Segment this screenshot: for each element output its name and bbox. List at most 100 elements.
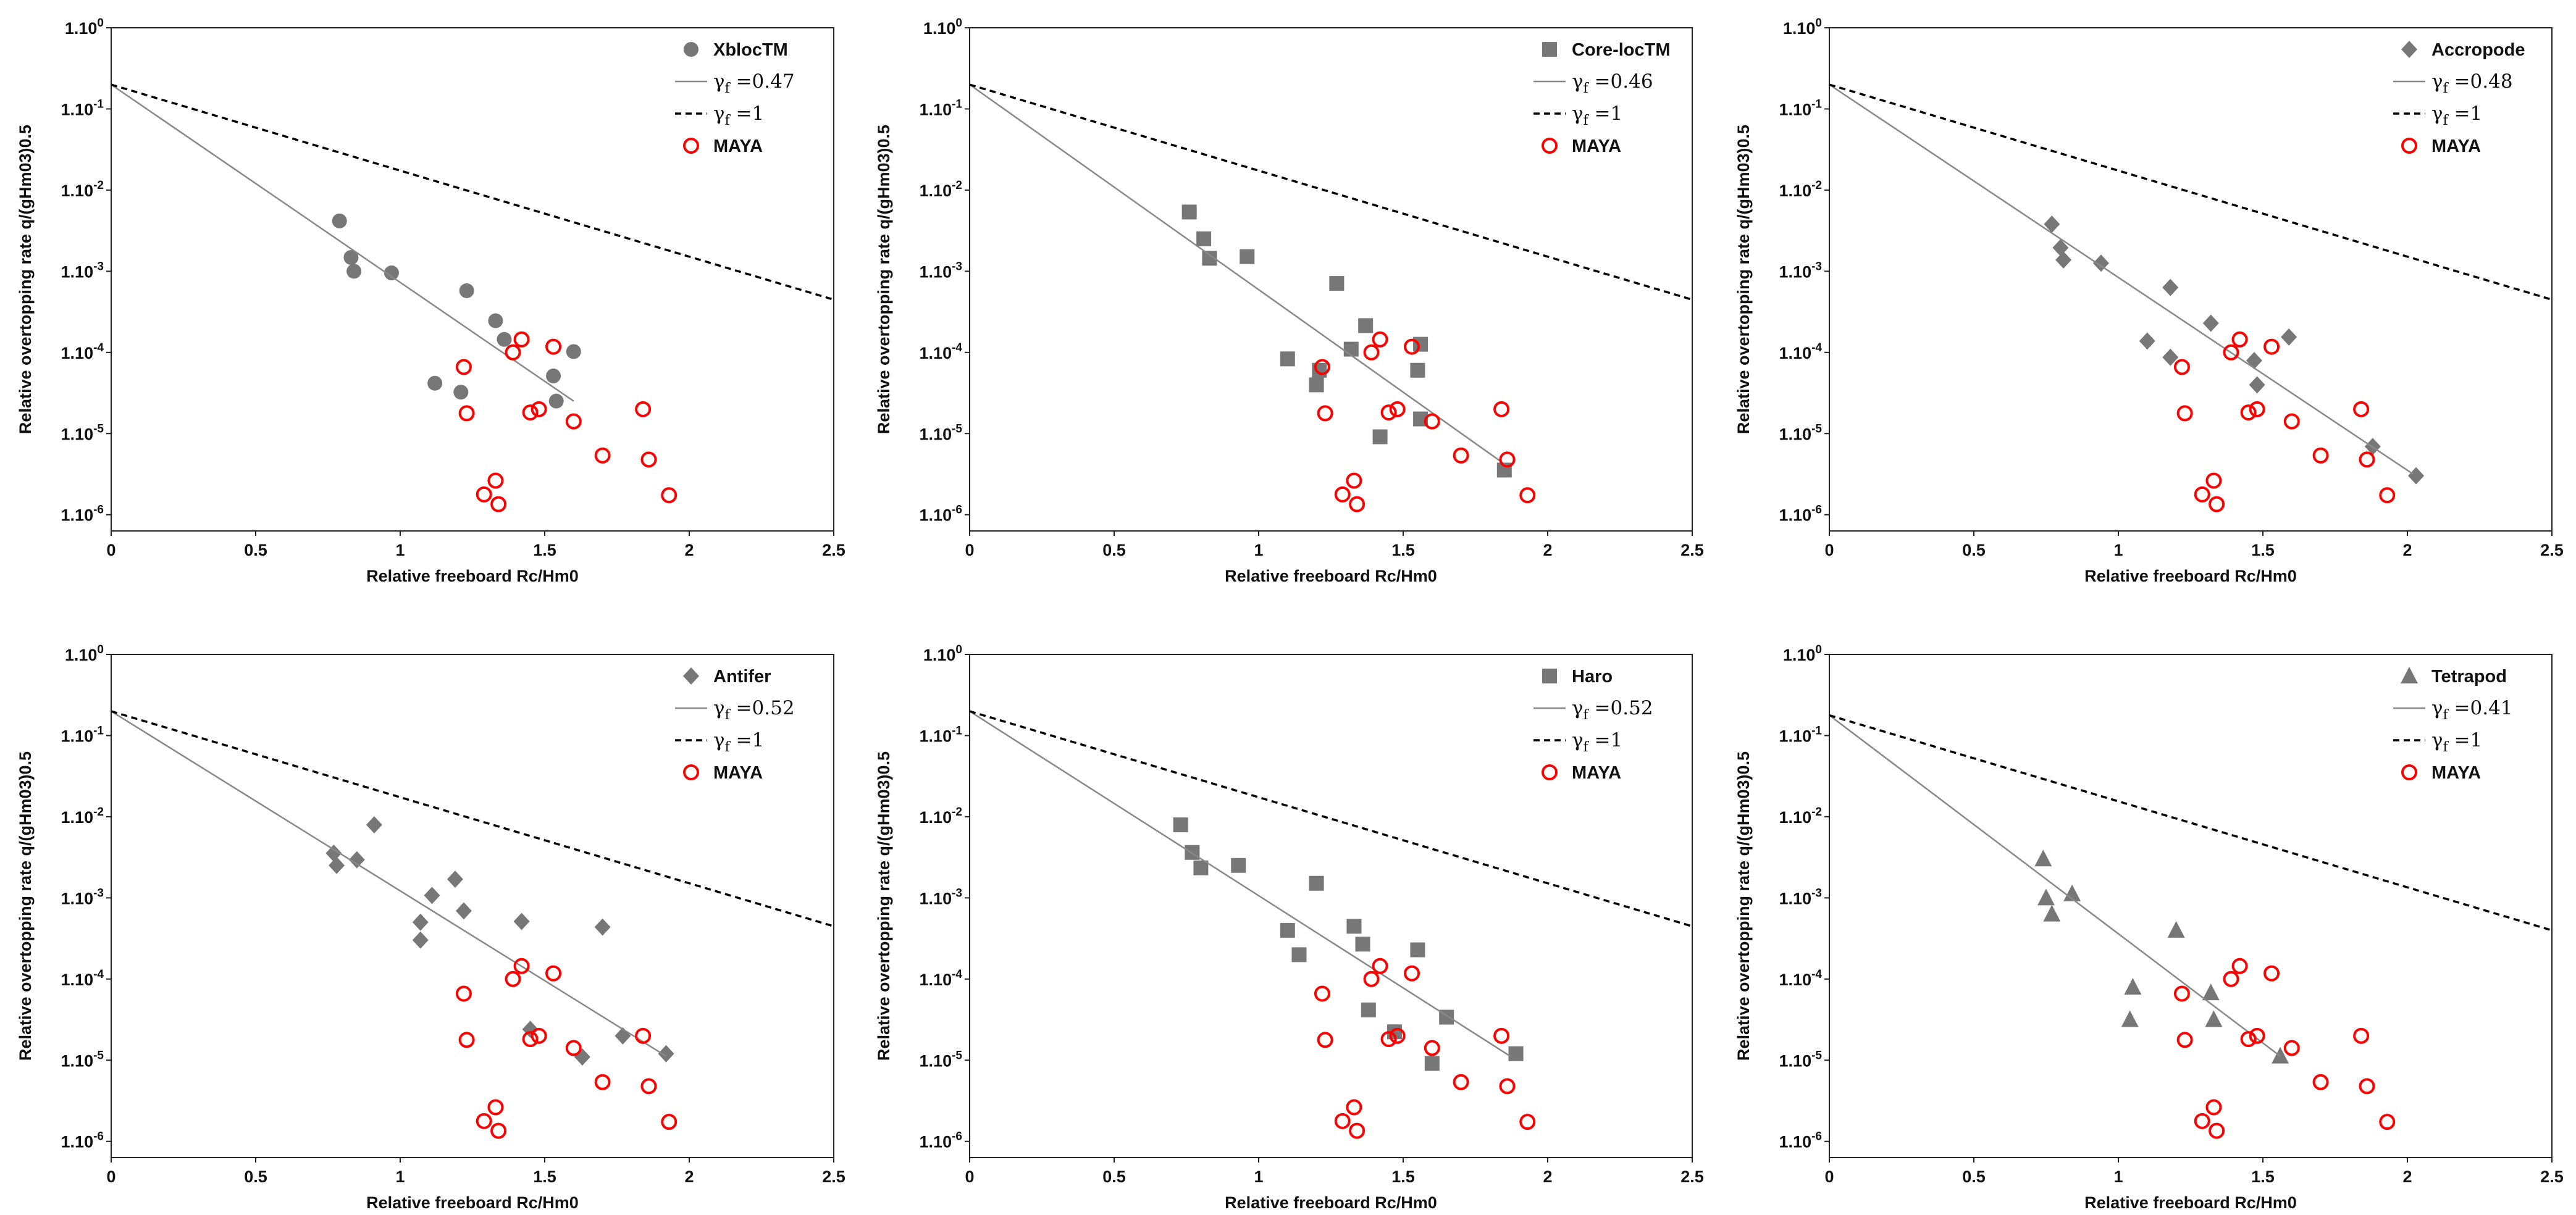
- data-point-maya: [635, 401, 652, 417]
- data-point-maya: [2176, 1032, 2193, 1048]
- y-tick-base: 1.10: [920, 808, 952, 827]
- y-tick-exponent: -6: [93, 1130, 104, 1143]
- y-tick-label: 1.10-4: [920, 968, 963, 989]
- y-tick-base: 1.10: [1779, 344, 1812, 362]
- y-tick-base: 1.10: [920, 100, 952, 119]
- data-point-maya: [2263, 338, 2280, 355]
- y-tick-exponent: -3: [952, 260, 962, 273]
- legend-label-tetrapod: Tetrapod: [2431, 667, 2507, 687]
- y-tick-base: 1.10: [920, 1133, 952, 1151]
- y-tick-label: 1.10-4: [61, 341, 104, 362]
- legend-label-f-1: γf =1: [2431, 102, 2482, 128]
- y-tick-label: 1.10-1: [920, 98, 963, 119]
- data-point-tetrapod: [2034, 850, 2052, 867]
- legend-value: =0.41: [2448, 697, 2513, 719]
- data-point-maya: [1363, 344, 1380, 361]
- data-point-maya: [1404, 338, 1420, 355]
- y-tick-exponent: -4: [93, 341, 104, 354]
- x-tick-label: 1.5: [533, 1167, 556, 1186]
- legend-label-maya: MAYA: [1572, 763, 1621, 783]
- legend-label-maya: MAYA: [713, 136, 763, 156]
- chart-panel-haro: 0 0.5 1 1.5 2 2.51.1001.10-11.10-21.10-31.10-…: [875, 643, 1704, 1212]
- legend-subscript: f: [1584, 81, 1590, 96]
- y-tick-label: 1.10-6: [61, 504, 104, 525]
- data-point-maya: [1519, 1114, 1536, 1130]
- legend-label-f-1: γf =1: [713, 102, 764, 128]
- data-point-maya: [1519, 487, 1536, 504]
- series-line-f-0-46: [970, 83, 1508, 467]
- data-point-antifer: [325, 845, 342, 862]
- legend-subscript: f: [2443, 113, 2449, 128]
- legend-symbol: γ: [2431, 102, 2443, 125]
- y-tick-label: 1.10-3: [61, 887, 104, 908]
- data-point-maya: [1349, 1122, 1366, 1139]
- y-tick-label: 1.10-1: [920, 724, 963, 745]
- data-point-maya: [2359, 451, 2375, 468]
- legend-value: =1: [730, 102, 765, 125]
- x-axis-label: Relative freeboard Rc/Hm0: [1225, 567, 1437, 585]
- x-tick-label: 2: [2402, 1167, 2412, 1186]
- data-point-accropode: [2092, 254, 2109, 272]
- chart-panel-xbloctm: 0 0.5 1 1.5 2 2.51.1001.10-11.10-21.10-31.10-…: [16, 17, 845, 585]
- series-line-f-0-48: [1829, 83, 2414, 475]
- y-tick-exponent: -1: [93, 98, 104, 111]
- x-tick-label: 1: [2113, 1167, 2123, 1186]
- data-point-xbloctm: [546, 368, 561, 383]
- data-point-maya: [487, 1099, 504, 1116]
- data-point-maya: [2312, 1074, 2329, 1090]
- data-point-tetrapod: [2167, 921, 2185, 938]
- legend-symbol: γ: [1572, 102, 1584, 125]
- data-point-maya: [1314, 359, 1330, 375]
- data-point-tetrapod: [2124, 977, 2142, 995]
- y-tick-base: 1.10: [1779, 727, 1812, 745]
- legend-value: =0.48: [2448, 70, 2513, 93]
- y-tick-label: 1.10-3: [920, 887, 962, 908]
- legend-marker-xbloctm: [684, 42, 699, 57]
- data-point-tetrapod: [2063, 884, 2081, 901]
- legend-symbol: γ: [713, 70, 725, 93]
- data-point-accropode: [2055, 251, 2072, 269]
- legend-marker-haro: [1542, 669, 1557, 683]
- data-point-maya: [2379, 1114, 2396, 1130]
- legend-label-f-1: γf =1: [1572, 729, 1622, 755]
- data-point-maya: [1453, 1074, 1469, 1090]
- legend-marker-antifer: [683, 667, 699, 685]
- legend-symbol: γ: [2431, 729, 2443, 751]
- data-point-maya: [522, 1031, 539, 1048]
- data-point-antifer: [412, 913, 429, 931]
- legend-label-f-1: γf =1: [713, 729, 764, 755]
- x-tick-label: 1.5: [2251, 1167, 2275, 1186]
- legend-label-maya: MAYA: [2431, 763, 2481, 783]
- plot-area: [111, 710, 834, 1139]
- y-tick-label: 1.10-1: [61, 724, 104, 745]
- data-point-haro: [1309, 875, 1324, 891]
- data-point-maya: [2209, 496, 2225, 512]
- data-point-maya: [487, 472, 504, 489]
- data-point-accropode: [2162, 278, 2179, 296]
- y-tick-exponent: -5: [952, 422, 962, 435]
- x-axis-label: Relative freeboard Rc/Hm0: [2084, 1193, 2297, 1212]
- y-tick-exponent: -2: [93, 179, 104, 192]
- data-point-maya: [2231, 331, 2248, 348]
- data-point-maya: [2194, 486, 2210, 503]
- plot-area: [111, 83, 834, 512]
- x-tick-label: 1.5: [1391, 1167, 1415, 1186]
- series-line-f-0-47: [111, 83, 574, 402]
- data-point-xbloctm: [343, 250, 359, 265]
- data-point-antifer: [513, 912, 530, 930]
- series-line-f-0-41: [1829, 714, 2281, 1057]
- data-point-maya: [455, 985, 472, 1002]
- y-tick-exponent: -4: [952, 968, 962, 981]
- y-tick-exponent: -5: [1811, 422, 1822, 435]
- y-tick-base: 1.10: [61, 506, 94, 525]
- data-point-maya: [1317, 1032, 1333, 1048]
- data-point-maya: [2263, 965, 2280, 982]
- chart-panel-accropode: 0 0.5 1 1.5 2 2.51.1001.10-11.10-21.10-31.10-…: [1734, 17, 2564, 585]
- series-line-f-0-52: [111, 710, 667, 1057]
- x-tick-label: 0: [106, 541, 115, 559]
- data-point-haro: [1193, 860, 1209, 875]
- y-tick-base: 1.10: [1779, 889, 1812, 908]
- data-point-maya: [661, 487, 678, 504]
- data-point-maya: [505, 971, 521, 987]
- plot-frame: [111, 654, 834, 1158]
